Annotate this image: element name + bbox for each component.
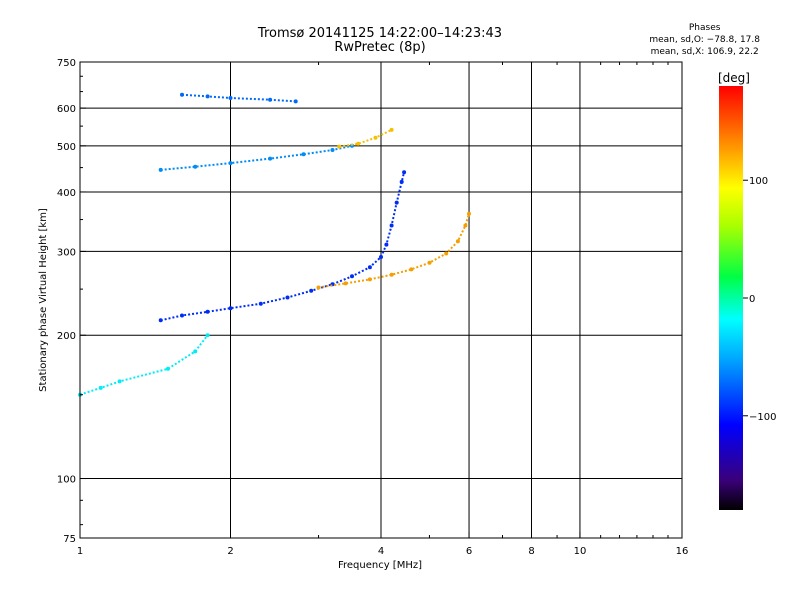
- legend-line-o: mean, sd,O: −78.8, 17.8: [649, 35, 760, 45]
- echo-point: [166, 366, 170, 371]
- echo-point: [343, 281, 348, 286]
- x-tick-label: 10: [574, 546, 587, 557]
- echo-point: [285, 295, 290, 300]
- echo-point: [337, 144, 342, 149]
- colorbar-tick-label: 100: [749, 176, 768, 187]
- echo-point: [389, 127, 394, 132]
- colorbar-label: [deg]: [718, 71, 750, 85]
- echo-point: [180, 313, 184, 318]
- echo-point: [394, 200, 399, 205]
- echo-point: [444, 251, 449, 256]
- echo-point: [350, 274, 354, 279]
- echo-point: [193, 349, 198, 354]
- y-axis-label: Stationary phase Virtual Height [km]: [38, 208, 49, 392]
- echo-point: [367, 265, 372, 270]
- y-tick-label: 300: [57, 247, 76, 258]
- echo-point: [384, 242, 389, 247]
- y-tick-label: 600: [57, 104, 76, 115]
- echo-point: [205, 333, 210, 338]
- echo-trace-line: [160, 144, 353, 171]
- colorbar-ticks: 100 0 −100: [743, 176, 776, 423]
- x-axis: 1 2 4 6 8 10 16: [77, 62, 689, 557]
- grid-lines: [80, 62, 682, 538]
- echo-point: [309, 288, 314, 293]
- legend-heading: Phases: [688, 23, 721, 33]
- echo-point: [205, 94, 210, 99]
- echo-point: [228, 96, 233, 100]
- echo-point: [193, 164, 198, 169]
- y-tick-label: 750: [57, 58, 76, 69]
- echo-point: [228, 161, 233, 166]
- echo-point: [205, 309, 210, 314]
- echo-point: [455, 239, 460, 244]
- echo-trace-line: [79, 334, 209, 396]
- echo-trace-line: [339, 129, 393, 148]
- echo-trace-line: [181, 93, 296, 103]
- echo-point: [356, 141, 361, 146]
- colorbar-tick-label: 0: [749, 294, 755, 305]
- echo-point: [158, 167, 163, 172]
- echo-point: [98, 385, 103, 390]
- echo-point: [228, 306, 233, 311]
- echo-point: [180, 92, 184, 97]
- phase-stats-legend: Phases mean, sd,O: −78.8, 17.8 mean, sd,…: [649, 22, 760, 58]
- echo-point: [427, 260, 432, 265]
- echo-point: [293, 99, 298, 104]
- echo-point: [268, 97, 273, 102]
- echo-point: [367, 277, 372, 282]
- echo-point: [330, 148, 335, 152]
- echo-point: [389, 272, 394, 277]
- echo-point: [389, 223, 394, 228]
- x-tick-label: 16: [676, 546, 689, 557]
- echo-point: [399, 179, 404, 184]
- echo-point: [379, 255, 383, 259]
- legend-line-x: mean, sd,X: 106.9, 22.2: [650, 47, 759, 57]
- echo-point: [402, 170, 407, 175]
- x-tick-label: 4: [378, 546, 384, 557]
- x-tick-label: 6: [466, 546, 472, 557]
- echo-point: [117, 379, 122, 384]
- y-tick-label: 400: [57, 188, 76, 199]
- echo-point: [409, 267, 414, 272]
- echo-point: [301, 152, 306, 157]
- x-tick-label: 8: [528, 546, 534, 557]
- echo-point: [467, 211, 471, 216]
- echo-point: [258, 301, 263, 306]
- chart-subtitle: RwPretec (8p): [334, 40, 426, 55]
- x-tick-label: 2: [227, 546, 233, 557]
- echo-point: [316, 285, 321, 290]
- colorbar: [719, 86, 743, 510]
- y-tick-label: 500: [57, 142, 76, 153]
- echo-trace-line: [160, 171, 406, 322]
- echo-traces: [78, 92, 471, 397]
- echo-trace-line: [318, 213, 470, 289]
- x-tick-label: 1: [77, 546, 83, 557]
- y-axis: 75 100 200 300 400 500 600 750: [57, 58, 86, 545]
- echo-point: [463, 223, 468, 228]
- y-tick-label: 200: [57, 331, 76, 342]
- echo-point: [158, 318, 163, 323]
- chart-title: Tromsø 20141125 14:22:00–14:23:43: [257, 26, 503, 41]
- echo-point: [373, 135, 378, 140]
- echo-point: [268, 156, 273, 161]
- y-tick-label: 75: [63, 534, 76, 545]
- y-tick-label: 100: [57, 475, 76, 486]
- colorbar-tick-label: −100: [749, 412, 776, 423]
- x-axis-label: Frequency [MHz]: [338, 560, 422, 571]
